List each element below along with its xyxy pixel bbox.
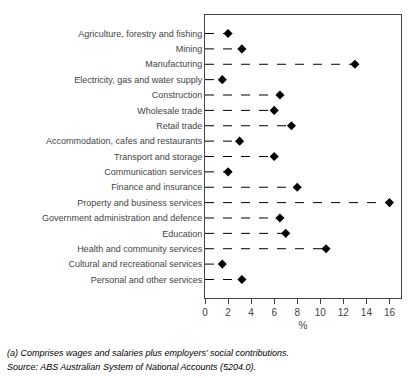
svg-text:2: 2: [225, 307, 231, 318]
svg-text:Electricity, gas and water sup: Electricity, gas and water supply: [74, 75, 202, 85]
svg-text:Agriculture, forestry and fish: Agriculture, forestry and fishing: [78, 29, 202, 39]
svg-text:Source: ABS Australian System: Source: ABS Australian System of Nationa…: [7, 362, 256, 372]
svg-text:Accommodation, cafes and resta: Accommodation, cafes and restaurants: [46, 136, 203, 146]
svg-text:Property and business services: Property and business services: [77, 198, 203, 208]
svg-text:14: 14: [361, 307, 373, 318]
svg-text:Transport and storage: Transport and storage: [114, 152, 202, 162]
svg-text:Mining: Mining: [176, 44, 203, 54]
svg-text:16: 16: [384, 307, 396, 318]
svg-text:Construction: Construction: [152, 90, 203, 100]
svg-text:Wholesale trade: Wholesale trade: [137, 106, 202, 116]
svg-text:0: 0: [202, 307, 208, 318]
svg-text:Retail trade: Retail trade: [156, 121, 202, 131]
svg-text:10: 10: [315, 307, 327, 318]
svg-text:Manufacturing: Manufacturing: [145, 59, 202, 69]
svg-text:%: %: [299, 320, 308, 331]
svg-text:Cultural and recreational serv: Cultural and recreational services: [69, 259, 203, 269]
svg-text:4: 4: [248, 307, 254, 318]
svg-text:8: 8: [294, 307, 300, 318]
svg-text:Education: Education: [162, 229, 202, 239]
svg-text:Personal and other services: Personal and other services: [91, 275, 203, 285]
svg-text:6: 6: [271, 307, 277, 318]
svg-text:Health and community services: Health and community services: [77, 244, 203, 254]
svg-text:12: 12: [338, 307, 350, 318]
svg-text:(a) Comprises wages and salari: (a) Comprises wages and salaries plus em…: [7, 348, 289, 358]
svg-text:Finance and insurance: Finance and insurance: [111, 182, 202, 192]
svg-text:Government administration and: Government administration and defence: [42, 213, 202, 223]
svg-text:Communication services: Communication services: [104, 167, 203, 177]
